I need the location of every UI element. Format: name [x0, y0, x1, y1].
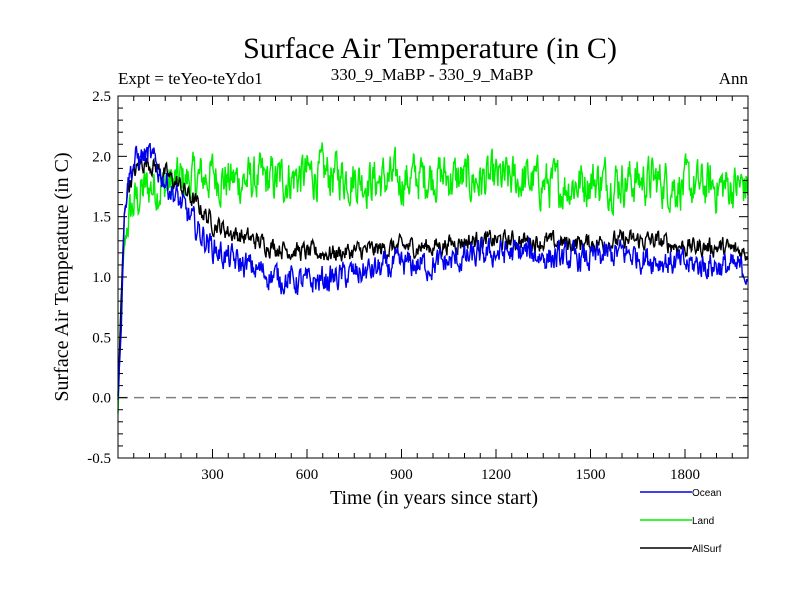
x-axis-label: Time (in years since start) [330, 487, 538, 509]
subtitle-center: 330_9_MaBP - 330_9_MaBP [331, 65, 533, 84]
x-tick-label: 600 [296, 467, 319, 483]
legend-label-allsurf: AllSurf [692, 544, 722, 555]
y-tick-label: 0.5 [92, 330, 111, 346]
y-tick-label: 2.0 [92, 149, 111, 165]
series-layer [117, 142, 749, 414]
y-tick-label: 2.5 [92, 89, 111, 105]
series-line-ocean [117, 142, 749, 400]
x-tick-label: 1800 [670, 467, 700, 483]
x-tick-label: 900 [390, 467, 413, 483]
y-tick-label: 1.0 [92, 270, 111, 286]
chart-title: Surface Air Temperature (in C) [243, 32, 617, 65]
x-tick-label: 1500 [576, 467, 606, 483]
y-tick-label: 1.5 [92, 210, 111, 226]
legend: Ocean Land AllSurf [640, 488, 722, 555]
y-tick-label: 0.0 [92, 391, 111, 407]
series-line-allsurf [117, 157, 749, 396]
legend-label-ocean: Ocean [692, 488, 721, 499]
legend-label-land: Land [692, 516, 714, 527]
y-axis-label: Surface Air Temperature (in C) [51, 152, 73, 401]
subtitle-left: Expt = teYeo-teYdo1 [118, 69, 263, 88]
x-tick-label: 300 [201, 467, 224, 483]
series-line-land [117, 142, 749, 414]
subtitle-right: Ann [719, 69, 749, 88]
plot-frame [117, 95, 749, 459]
x-tick-label: 1200 [481, 467, 511, 483]
y-tick-label: -0.5 [87, 451, 111, 467]
tick-layer: 300 600 900 1200 1500 1800 -0.5 0.0 0.5 1.0 1.5 2.0… [87, 89, 748, 483]
